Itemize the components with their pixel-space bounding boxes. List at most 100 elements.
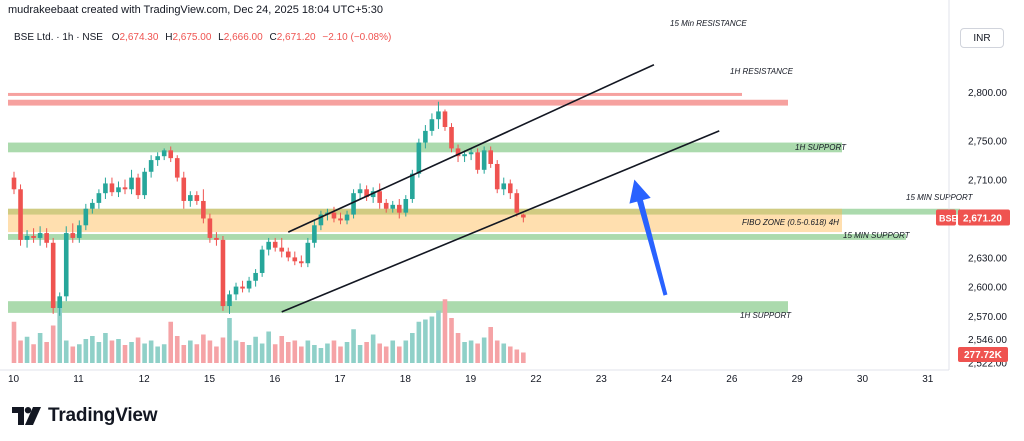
chart-credit: mudrakeebaat created with TradingView.co… [8,4,383,16]
volume-bar [481,337,487,363]
price-tick-label: 2,710.00 [968,176,1007,187]
volume-bar [148,340,154,363]
volume-bar [507,346,513,363]
time-tick-label: 19 [465,374,477,385]
volume-tag-bg [958,347,1008,362]
price-tick-label: 2,800.00 [968,88,1007,99]
candle-body [233,286,239,295]
candle-body [488,150,493,164]
candle-body [207,218,213,238]
volume-bar [299,346,304,363]
volume-bar [383,346,389,363]
open-label: O [112,32,120,43]
volume-bar [377,343,382,363]
candle-body [227,294,232,307]
zone-label-layer: 15 Min RESISTANCE 1H RESISTANCE 1H SUPPORT… [670,19,974,320]
time-tick-label: 15 [204,374,216,385]
time-tick-label: 24 [661,374,673,385]
volume-bar [488,327,493,363]
candle-body [494,163,500,190]
price-tick-label: 2,546.00 [968,335,1007,346]
candle-body [377,191,382,203]
candle-body [57,296,63,309]
tradingview-logo[interactable]: TradingView [12,404,158,428]
currency-button[interactable]: INR [960,28,1004,48]
time-tick-label: 18 [400,374,412,385]
candle-body [161,150,167,157]
candle-body [383,202,389,209]
volume-bar [279,336,285,363]
volume-bar [253,336,258,363]
zones-layer [8,92,960,313]
low-value: 2,666.00 [224,32,263,43]
candle-body [279,247,285,252]
candle-body [468,152,474,155]
volume-bar [436,310,441,363]
candle-body [416,142,422,174]
volume-bar [521,352,526,363]
volume-bar [220,337,226,363]
volume-bar [344,342,350,363]
candle-body [129,177,134,190]
time-tick-label: 29 [792,374,804,385]
candle-body [285,251,291,258]
candle-body [396,204,402,213]
candle-body [312,225,317,243]
candle-body [390,204,396,209]
candle-body [521,214,526,218]
candle-body [103,183,108,194]
volume-bar [96,342,102,363]
volume-bar [90,336,95,363]
close-label: C [269,32,276,43]
volume-bar [318,348,324,363]
volume-bar [227,318,232,363]
time-tick-label: 26 [726,374,738,385]
candle-body [11,177,17,190]
volume-bar [429,316,435,363]
candle-body [18,189,23,240]
volume-bar [292,340,298,363]
candle-body [299,261,304,264]
time-tick-label: 31 [922,374,934,385]
volume-bar [449,318,454,363]
candle-body [266,241,271,250]
axis-tags: BSE 2,671.20 277.72K [936,209,1010,362]
candle-body [481,150,487,170]
candle-body [168,150,174,159]
candle-body [142,171,147,196]
volume-bar [390,340,396,363]
zone-label: 15 MIN SUPPORT [906,193,974,202]
time-tick-label: 11 [73,374,84,385]
volume-bar [31,344,36,363]
price-axis: 2,800.00 2,750.00 2,710.00 2,630.00 2,600.00… [968,88,1007,370]
candle-body [272,241,278,248]
candle-layer [11,101,526,316]
candle-body [109,183,115,193]
blue-arrow [629,179,668,296]
candle-body [63,233,69,297]
candle-body [253,272,258,281]
volume-bar [201,334,206,363]
volume-bar [103,333,108,363]
volume-bar [188,340,193,363]
volume-bar [423,319,428,363]
candle-body [148,160,154,172]
volume-bar [305,340,311,363]
volume-bar [161,344,167,363]
candle-body [357,189,363,194]
volume-bar [214,346,219,363]
candle-body [318,214,324,226]
volume-bar [370,334,376,363]
volume-bar [77,344,82,363]
volume-bar [272,344,278,363]
candle-body [351,193,356,215]
volume-bar [207,340,213,363]
candle-body [410,173,415,200]
candle-body [24,235,30,240]
volume-bar [266,331,271,363]
volume-bar [181,345,187,363]
volume-bar [37,333,43,363]
candle-body [181,177,187,201]
time-axis: 10 11 12 15 16 17 18 19 22 23 24 26 29 30 31 [8,374,934,385]
